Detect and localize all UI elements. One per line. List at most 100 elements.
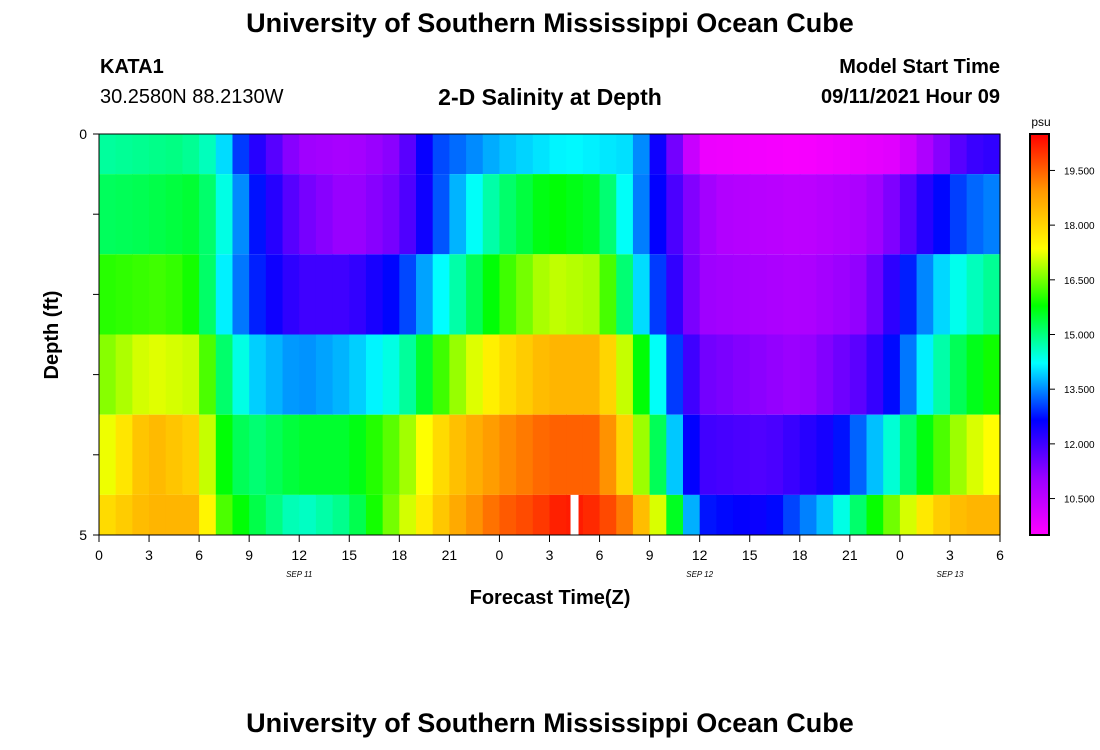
heatmap-cell: [582, 334, 601, 415]
heatmap-cell: [733, 494, 751, 535]
heatmap-cell: [699, 334, 717, 415]
heatmap-cell: [449, 134, 467, 175]
heatmap-cell: [666, 414, 684, 495]
heatmap-cell: [949, 134, 968, 175]
heatmap-cell: [849, 174, 868, 255]
heatmap-cell: [632, 494, 651, 535]
heatmap-cell: [165, 254, 184, 335]
heatmap-cell: [716, 494, 734, 535]
heatmap-cell: [215, 134, 234, 175]
heatmap-cell: [399, 134, 417, 175]
heatmap-cell: [582, 414, 601, 495]
heatmap-cell: [549, 494, 567, 535]
heatmap-cell: [315, 134, 334, 175]
heatmap-cell: [516, 414, 534, 495]
heatmap-cells: [99, 134, 1001, 535]
heatmap-cell: [983, 334, 1001, 415]
x-tick-label: 3: [946, 547, 954, 563]
heatmap-cell: [666, 334, 684, 415]
heatmap-cell: [883, 254, 901, 335]
x-tick-label: 6: [195, 547, 203, 563]
heatmap-cell: [566, 414, 584, 495]
x-tick-label: 9: [245, 547, 253, 563]
heatmap-cell: [983, 494, 1001, 535]
heatmap-cell: [899, 134, 918, 175]
heatmap-cell: [199, 494, 217, 535]
heatmap-cell: [282, 494, 300, 535]
heatmap-cell: [332, 494, 350, 535]
heatmap-cell: [265, 414, 284, 495]
heatmap-cell: [749, 334, 768, 415]
heatmap-cell: [983, 254, 1001, 335]
heatmap-cell: [582, 494, 601, 535]
heatmap-cell: [983, 414, 1001, 495]
heatmap-cell: [632, 134, 651, 175]
heatmap-cell: [382, 414, 400, 495]
heatmap-cell: [949, 334, 968, 415]
heatmap-cell: [332, 414, 350, 495]
heatmap-cell: [582, 174, 601, 255]
heatmap-cell: [149, 414, 167, 495]
heatmap-cell: [182, 134, 200, 175]
heatmap-cell: [416, 414, 434, 495]
heatmap-cell: [516, 134, 534, 175]
heatmap-cell: [632, 414, 651, 495]
heatmap-cell: [466, 134, 484, 175]
heatmap-cell: [799, 414, 818, 495]
heatmap-cell: [499, 334, 517, 415]
heatmap-cell: [132, 134, 150, 175]
heatmap-cell: [299, 414, 317, 495]
heatmap-cell: [682, 174, 701, 255]
heatmap-cell: [833, 494, 851, 535]
heatmap-cell: [766, 334, 784, 415]
colorbar-tick-label: 12.000: [1064, 440, 1095, 451]
heatmap-cell: [182, 414, 200, 495]
heatmap-cell: [115, 494, 133, 535]
heatmap-cell: [849, 414, 868, 495]
heatmap-cell: [282, 334, 300, 415]
x-tick-label: 3: [546, 547, 554, 563]
heatmap-cell: [282, 414, 300, 495]
heatmap-cell: [299, 134, 317, 175]
heatmap-cell: [215, 414, 234, 495]
x-date-label: SEP 12: [686, 570, 713, 579]
y-axis-ticks: 05: [79, 126, 99, 543]
heatmap-cell: [983, 134, 1001, 175]
heatmap-cell: [299, 254, 317, 335]
heatmap-cell: [382, 334, 400, 415]
heatmap-cell: [499, 414, 517, 495]
x-tick-label: 21: [842, 547, 858, 563]
heatmap-cell: [249, 174, 267, 255]
heatmap-cell: [466, 254, 484, 335]
heatmap-cell: [649, 494, 667, 535]
heatmap-cell: [416, 134, 434, 175]
colorbar-tick-label: 13.500: [1064, 385, 1095, 396]
heatmap-cell: [716, 134, 734, 175]
colorbar-tick-label: 15.000: [1064, 331, 1095, 342]
heatmap-cell: [849, 254, 868, 335]
heatmap-cell: [833, 334, 851, 415]
heatmap-cell: [282, 254, 300, 335]
heatmap-cell: [699, 174, 717, 255]
heatmap-cell: [482, 494, 501, 535]
x-tick-label: 0: [496, 547, 504, 563]
heatmap-cell: [599, 134, 617, 175]
heatmap-cell: [349, 174, 367, 255]
heatmap-cell: [649, 134, 667, 175]
heatmap-cell: [149, 134, 167, 175]
heatmap-cell: [866, 494, 884, 535]
heatmap-cell: [365, 414, 384, 495]
heatmap-cell: [616, 254, 634, 335]
heatmap-cell: [599, 494, 617, 535]
heatmap-cell: [132, 174, 150, 255]
heatmap-cell: [749, 254, 768, 335]
heatmap-cell: [315, 494, 334, 535]
heatmap-cell: [115, 134, 133, 175]
heatmap-cell: [766, 494, 784, 535]
heatmap-cell: [866, 134, 884, 175]
heatmap-cell: [449, 414, 467, 495]
heatmap-cell: [883, 174, 901, 255]
heatmap-cell: [482, 254, 501, 335]
heatmap-cell: [215, 494, 234, 535]
heatmap-cell: [849, 334, 868, 415]
